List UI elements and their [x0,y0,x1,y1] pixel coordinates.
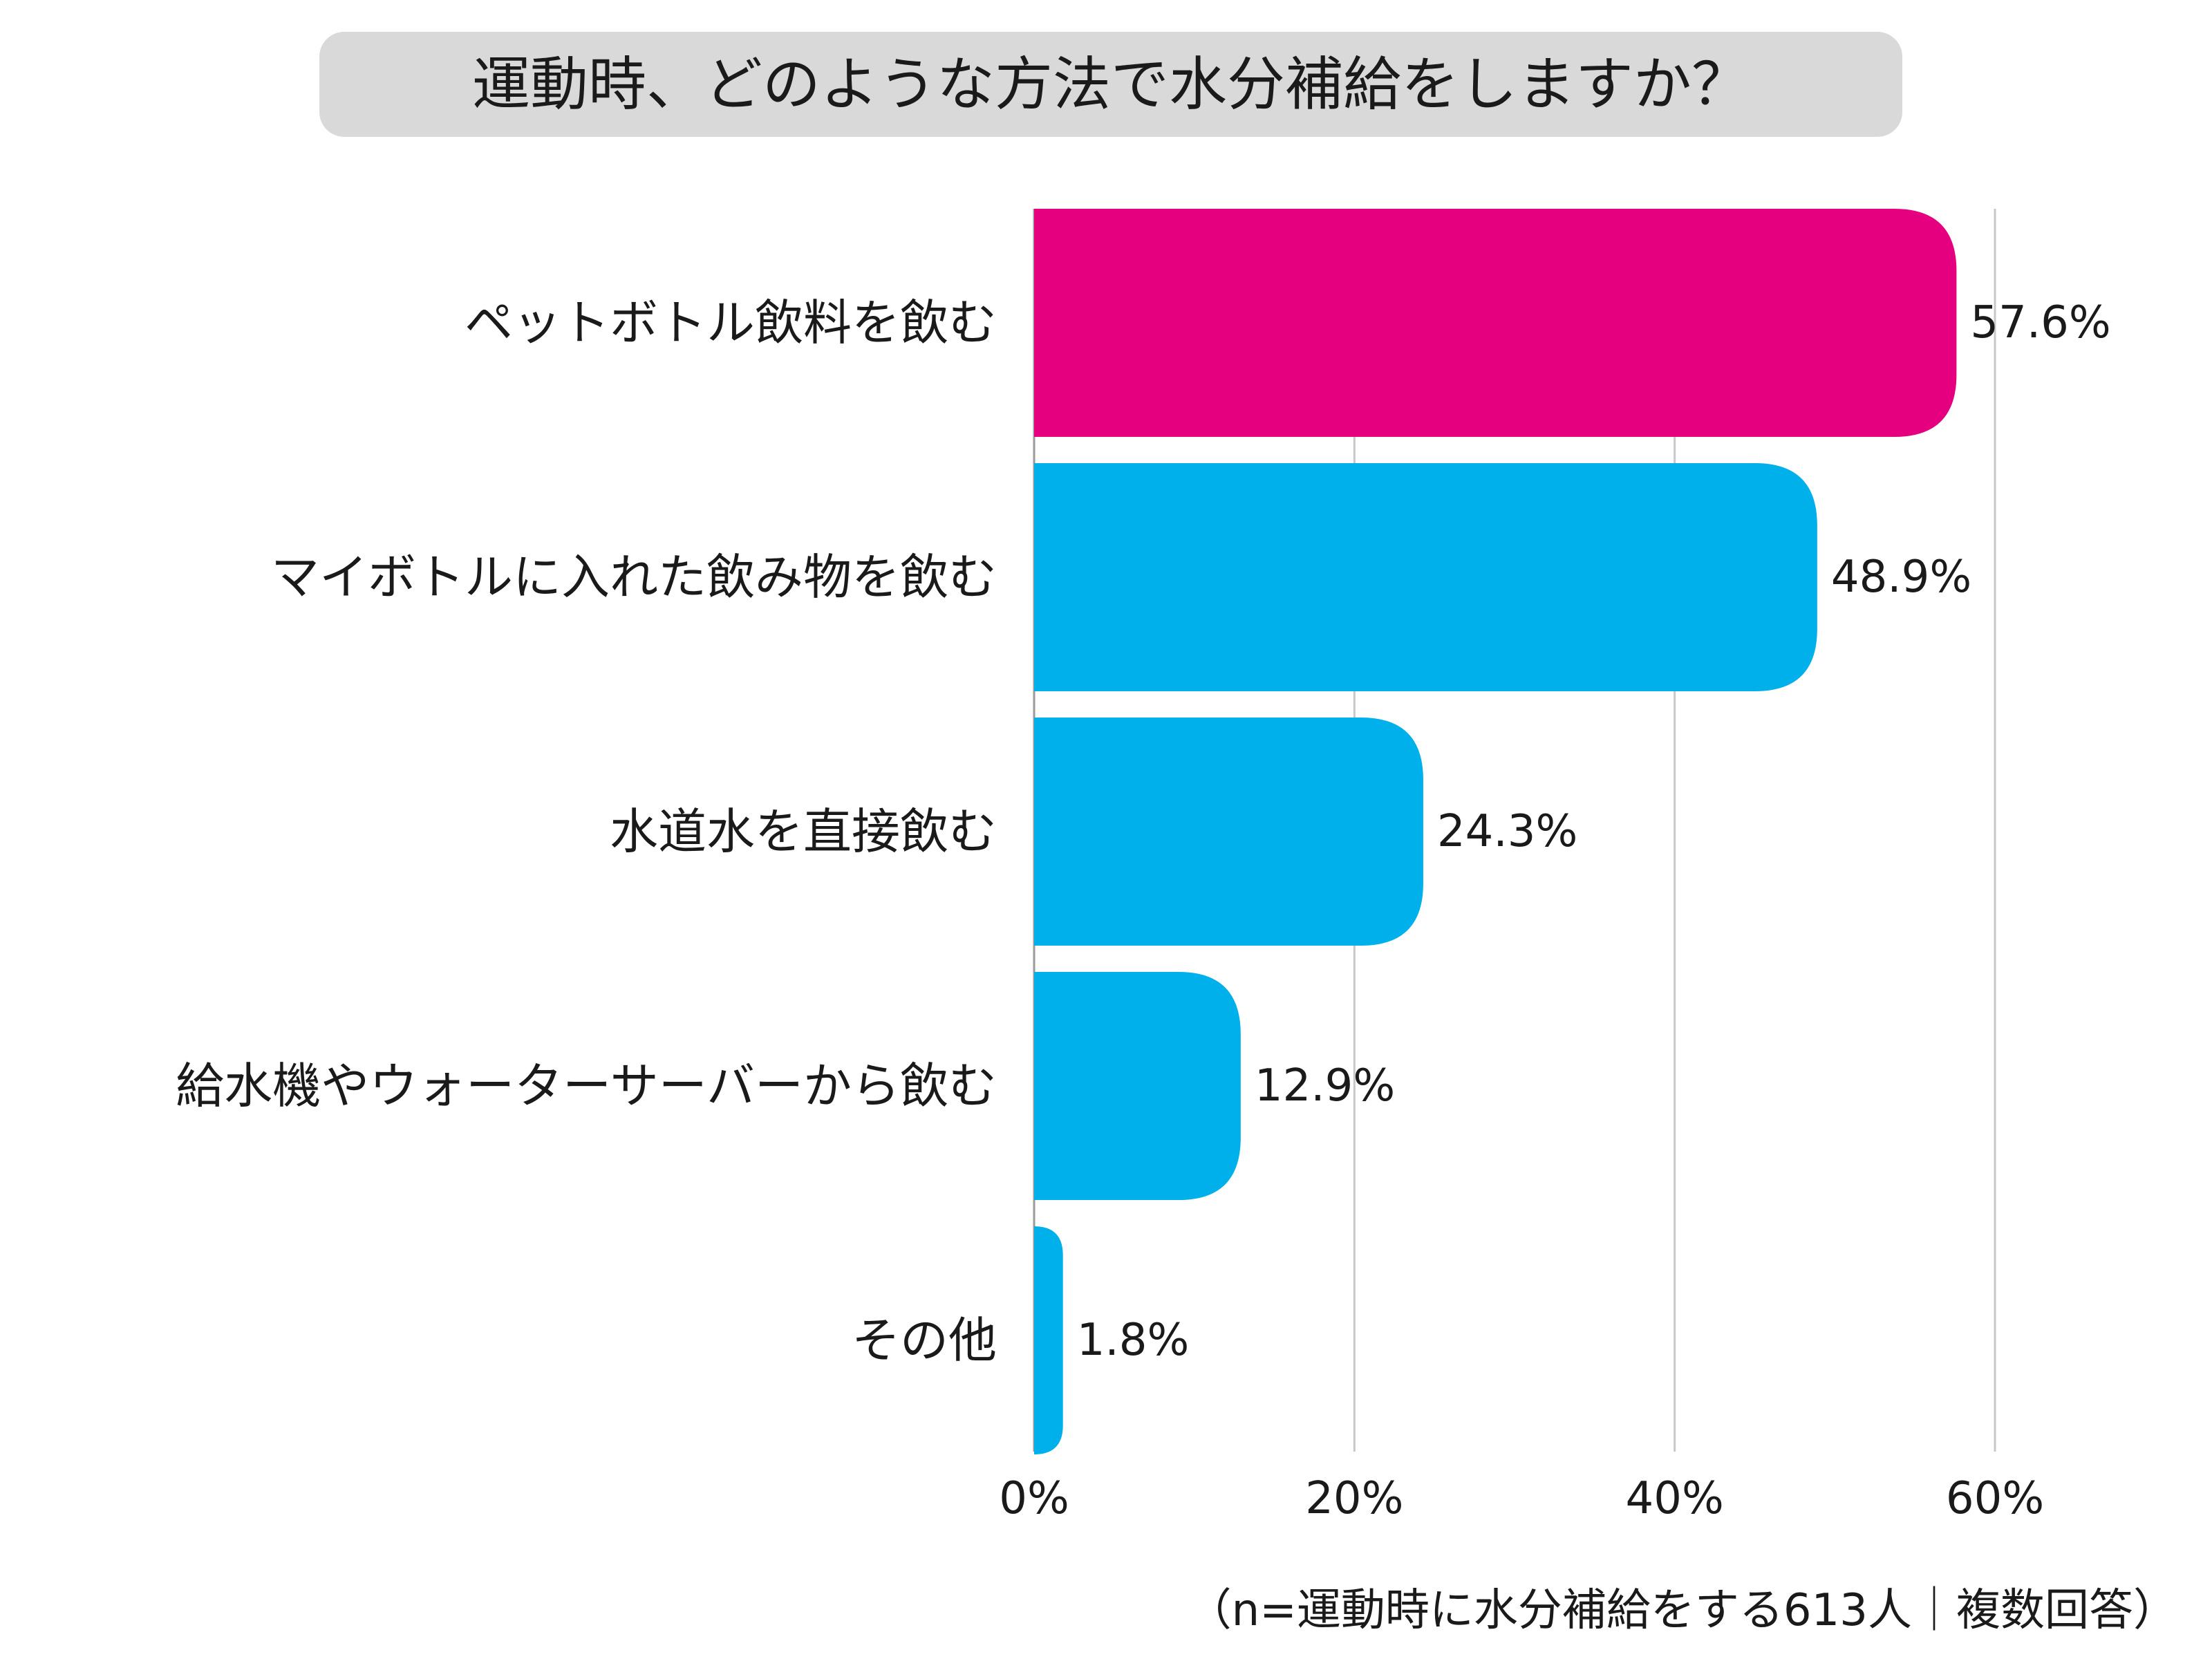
category-label-2: マイボトルに入れた飲み物を飲む [271,549,997,606]
category-label-4: 給水機やウォーターサーバーから飲む [176,1058,997,1114]
bar-2 [1034,463,1817,691]
title-background [319,32,1902,137]
sample-size-note: （n=運動時に水分補給をする613人｜複数回答） [1188,1585,2177,1636]
category-label-3: 水道水を直接飲む [610,803,997,860]
bar-5 [1034,1226,1063,1454]
x-tick-label-20: 20% [1305,1473,1403,1524]
value-label-5: 1.8% [1077,1315,1190,1366]
value-label-2: 48.9% [1831,552,1971,603]
x-tick-label-60: 60% [1946,1473,2044,1524]
value-label-3: 24.3% [1437,806,1577,857]
bar-4 [1034,972,1241,1200]
labels: ペットボトル飲料を飲む 57.6% マイボトルに入れた飲み物を飲む 48.9% 水道水を… [176,294,2111,1369]
bars [1034,209,1957,1454]
bar-1 [1034,209,1957,437]
chart-title: 運動時、どのような方法で水分補給をしますか？ [472,50,1750,118]
category-label-5: その他 [852,1312,997,1369]
x-tick-label-40: 40% [1626,1473,1724,1524]
value-label-4: 12.9% [1255,1060,1395,1112]
value-label-1: 57.6% [1970,297,2110,348]
x-tick-label-0: 0% [999,1473,1069,1524]
bar-3 [1034,718,1423,946]
category-label-1: ペットボトル飲料を飲む [465,294,997,351]
x-axis: 0% 20% 40% 60% [999,1473,2044,1524]
